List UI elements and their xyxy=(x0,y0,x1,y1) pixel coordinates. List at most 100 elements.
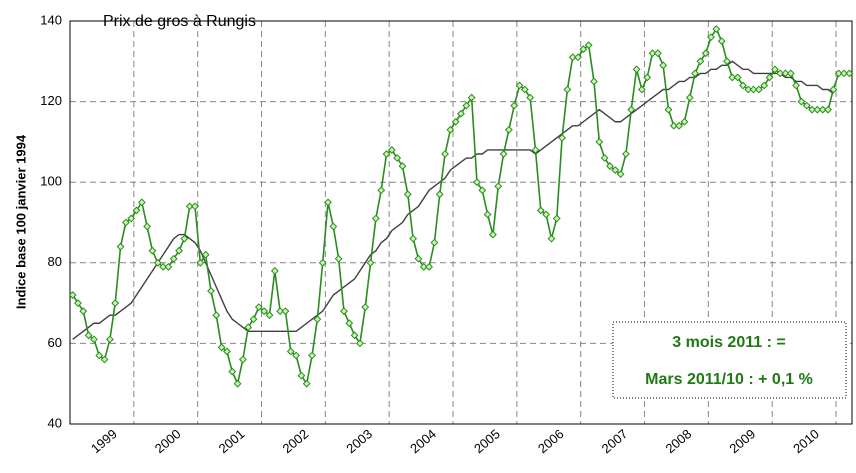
data-point xyxy=(797,97,806,106)
data-point xyxy=(451,117,460,126)
data-point xyxy=(302,379,311,388)
data-point xyxy=(653,49,662,58)
data-point xyxy=(542,210,551,219)
data-point xyxy=(350,331,359,340)
data-point xyxy=(137,198,146,207)
data-point xyxy=(223,347,231,356)
data-point xyxy=(233,379,242,388)
data-point xyxy=(494,182,503,191)
data-point xyxy=(207,287,215,295)
plot-area xyxy=(69,20,853,425)
data-point xyxy=(286,347,295,356)
data-point xyxy=(212,311,221,320)
data-point xyxy=(318,258,327,267)
data-point xyxy=(515,81,524,90)
y-tick-label: 40 xyxy=(48,415,62,430)
data-point xyxy=(840,69,848,78)
data-point xyxy=(499,150,508,158)
data-point xyxy=(297,371,306,380)
data-point xyxy=(387,146,396,154)
data-point xyxy=(68,291,77,299)
data-point xyxy=(159,262,168,271)
data-point xyxy=(733,73,742,82)
data-point xyxy=(802,101,811,110)
y-tick-label: 60 xyxy=(48,335,62,350)
y-tick-label: 100 xyxy=(40,174,62,189)
data-point xyxy=(148,246,157,255)
data-point xyxy=(308,351,316,360)
data-point xyxy=(467,93,476,102)
data-point xyxy=(792,81,801,90)
data-point xyxy=(781,69,790,78)
data-point xyxy=(531,146,540,154)
data-point xyxy=(510,101,519,110)
data-point xyxy=(627,105,636,114)
data-point xyxy=(201,250,210,259)
data-point xyxy=(361,303,370,312)
data-point xyxy=(845,69,854,78)
data-point xyxy=(340,307,348,316)
data-point xyxy=(111,299,120,308)
data-point xyxy=(558,133,566,142)
data-point xyxy=(478,186,487,195)
data-point xyxy=(563,85,572,94)
data-point xyxy=(622,150,630,158)
data-point xyxy=(675,121,684,130)
data-point xyxy=(217,343,226,352)
data-point xyxy=(228,367,237,376)
data-point xyxy=(669,121,678,130)
data-point xyxy=(105,335,114,344)
data-point xyxy=(744,85,753,94)
data-point xyxy=(664,105,673,114)
data-point xyxy=(121,218,130,227)
data-point xyxy=(419,262,428,271)
data-point xyxy=(637,85,646,94)
data-point xyxy=(813,105,822,114)
data-point xyxy=(191,202,199,211)
data-point xyxy=(175,246,183,255)
data-point xyxy=(489,230,497,239)
data-point xyxy=(90,335,98,344)
data-point xyxy=(611,166,620,175)
data-point xyxy=(132,206,141,215)
data-point xyxy=(786,69,795,78)
data-point xyxy=(520,85,529,94)
data-point xyxy=(116,242,125,251)
data-point xyxy=(180,234,189,243)
data-point xyxy=(574,53,582,62)
data-point xyxy=(632,65,641,74)
data-point xyxy=(659,61,668,70)
data-point xyxy=(100,355,109,364)
data-point xyxy=(504,125,513,134)
data-point xyxy=(276,307,285,316)
data-point xyxy=(84,331,93,340)
data-point xyxy=(834,69,843,78)
data-point xyxy=(829,85,838,94)
data-point xyxy=(185,202,194,211)
data-point xyxy=(685,93,694,102)
data-point xyxy=(765,73,774,82)
data-point xyxy=(366,258,375,267)
data-point xyxy=(329,222,338,231)
data-point xyxy=(95,351,104,360)
data-point xyxy=(680,117,689,126)
data-point xyxy=(648,49,657,58)
data-point xyxy=(600,154,609,162)
data-point xyxy=(595,137,604,146)
data-point xyxy=(749,85,758,94)
data-point xyxy=(435,190,444,199)
data-point xyxy=(164,262,173,271)
data-point xyxy=(606,162,614,170)
data-point xyxy=(462,101,471,110)
data-point xyxy=(616,170,625,179)
data-point xyxy=(707,33,715,42)
data-point xyxy=(345,319,354,328)
data-point xyxy=(728,73,737,82)
data-point xyxy=(127,214,136,223)
data-point xyxy=(446,125,455,134)
data-point xyxy=(552,214,561,223)
data-point xyxy=(79,307,88,316)
data-point xyxy=(696,57,705,66)
data-point xyxy=(473,178,481,187)
